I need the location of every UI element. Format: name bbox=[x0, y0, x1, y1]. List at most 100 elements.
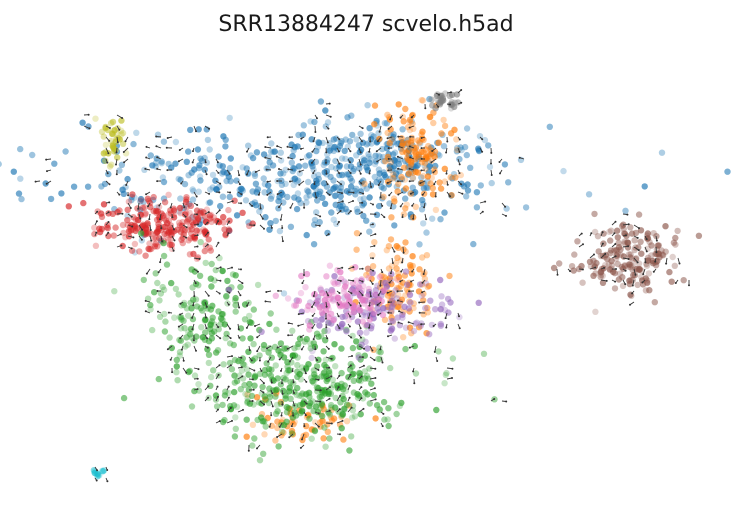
cell-point bbox=[370, 346, 377, 353]
velocity-arrow-head bbox=[445, 326, 448, 329]
velocity-arrow-head bbox=[237, 328, 240, 331]
cell-point bbox=[666, 268, 673, 276]
velocity-arrow-head bbox=[227, 396, 230, 399]
velocity-arrow-head bbox=[420, 157, 423, 160]
cell-point bbox=[418, 131, 425, 138]
cell-point bbox=[431, 166, 438, 173]
cell-point bbox=[349, 414, 356, 421]
cell-point bbox=[303, 270, 311, 278]
cell-point bbox=[646, 287, 653, 294]
cell-point bbox=[393, 243, 400, 250]
velocity-arrow-head bbox=[242, 408, 244, 411]
velocity-arrow-head bbox=[155, 145, 158, 148]
cell-point bbox=[119, 186, 127, 193]
velocity-arrow-head bbox=[228, 220, 231, 223]
velocity-arrow-head bbox=[636, 236, 639, 239]
cell-point bbox=[284, 359, 291, 366]
cell-point bbox=[464, 187, 472, 194]
velocity-arrow-head bbox=[484, 200, 487, 203]
cell-point bbox=[380, 157, 387, 165]
cell-point bbox=[360, 300, 368, 307]
cell-point bbox=[325, 319, 332, 326]
cell-point bbox=[165, 229, 172, 237]
cell-point bbox=[183, 305, 191, 312]
cell-point bbox=[431, 153, 438, 161]
cell-point bbox=[289, 352, 297, 360]
cell-point bbox=[306, 326, 313, 333]
cell-point bbox=[290, 380, 297, 387]
cell-point bbox=[318, 333, 325, 340]
cell-point bbox=[441, 178, 448, 185]
velocity-arrow-head bbox=[106, 161, 109, 164]
cell-point bbox=[442, 371, 449, 379]
velocity-arrow-head bbox=[229, 364, 232, 367]
cell-point bbox=[253, 149, 261, 156]
velocity-arrow-head bbox=[378, 130, 381, 133]
cell-point bbox=[642, 275, 649, 282]
velocity-arrow-head bbox=[325, 161, 327, 164]
velocity-arrow-head bbox=[166, 169, 169, 172]
velocity-arrow-head bbox=[263, 403, 266, 406]
cell-point bbox=[353, 185, 360, 192]
cell-point bbox=[132, 216, 139, 223]
cell-point bbox=[326, 296, 333, 303]
cell-point bbox=[163, 261, 171, 268]
cell-point bbox=[398, 173, 405, 181]
cell-point bbox=[363, 164, 370, 171]
velocity-arrow-head bbox=[205, 327, 208, 330]
cell-point bbox=[133, 225, 141, 232]
velocity-arrow-head bbox=[626, 213, 629, 216]
velocity-arrow-head bbox=[271, 392, 274, 395]
velocity-arrow-head bbox=[337, 315, 340, 318]
cell-point bbox=[371, 102, 379, 109]
cell-point bbox=[473, 189, 481, 196]
velocity-arrow-head bbox=[379, 348, 382, 351]
velocity-arrow-head bbox=[371, 349, 374, 352]
velocity-arrow-head bbox=[339, 394, 342, 397]
cell-point bbox=[100, 157, 108, 164]
cell-point bbox=[160, 252, 168, 260]
cell-point bbox=[286, 367, 293, 374]
cell-point bbox=[287, 379, 294, 386]
velocity-arrow-head bbox=[286, 347, 289, 350]
cell-point bbox=[347, 163, 355, 170]
cell-point bbox=[339, 202, 346, 209]
velocity-arrow-head bbox=[316, 117, 318, 120]
velocity-arrow-head bbox=[349, 364, 352, 367]
cell-point bbox=[326, 435, 333, 442]
cell-point bbox=[330, 216, 337, 223]
cell-point bbox=[359, 282, 367, 290]
cell-point bbox=[343, 401, 351, 408]
velocity-arrow-head bbox=[288, 436, 291, 439]
cell-point bbox=[347, 175, 354, 182]
cell-point bbox=[232, 272, 239, 279]
velocity-arrow-head bbox=[268, 425, 271, 428]
cell-point bbox=[232, 414, 239, 421]
cell-point bbox=[364, 322, 371, 329]
cell-point bbox=[256, 352, 263, 359]
cell-point bbox=[279, 428, 286, 435]
cell-point bbox=[152, 270, 159, 277]
cell-point bbox=[339, 392, 346, 400]
cell-point bbox=[187, 223, 194, 230]
velocity-arrow-head bbox=[504, 205, 507, 208]
velocity-arrow-head bbox=[407, 321, 410, 324]
cell-point bbox=[354, 391, 361, 398]
cell-point bbox=[380, 153, 387, 161]
cell-point bbox=[295, 297, 303, 304]
cell-point bbox=[150, 193, 157, 201]
cell-point bbox=[463, 125, 471, 132]
cell-point bbox=[251, 382, 258, 389]
cell-point bbox=[213, 349, 220, 356]
velocity-arrow-head bbox=[361, 267, 364, 270]
cell-point bbox=[181, 299, 188, 307]
cell-point bbox=[226, 340, 234, 347]
cell-point bbox=[604, 255, 611, 263]
cell-point bbox=[232, 308, 239, 315]
cell-point bbox=[349, 131, 356, 139]
cell-point bbox=[268, 148, 275, 155]
cell-point bbox=[312, 299, 320, 306]
cell-point bbox=[258, 328, 265, 335]
velocity-arrow-head bbox=[179, 337, 182, 340]
velocity-arrow-head bbox=[145, 272, 148, 275]
